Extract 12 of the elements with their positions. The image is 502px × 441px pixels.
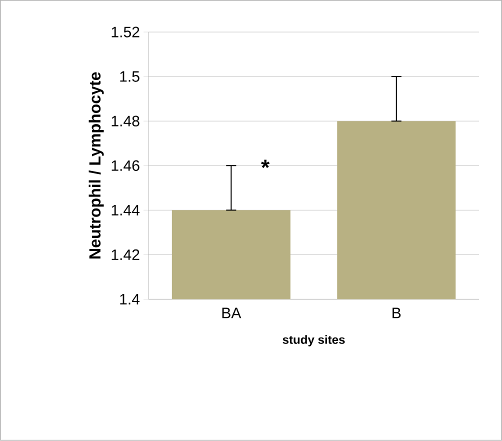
- annotation: *: [261, 160, 270, 168]
- y-tick-label: 1.42: [112, 250, 140, 260]
- y-tick-label: 1.44: [112, 205, 140, 216]
- y-axis-title: Neutrophil / Lymphocyte: [88, 72, 104, 259]
- y-tick-label: 1.5: [120, 71, 140, 82]
- y-tick-label: 1.46: [112, 160, 140, 172]
- x-tick-label: B: [392, 308, 401, 318]
- x-axis-title: study sites: [282, 335, 345, 346]
- x-tick-label: BA: [222, 308, 242, 318]
- y-tick-label: 1.48: [112, 116, 140, 127]
- y-tick-label: 1.4: [120, 294, 140, 305]
- y-tick-label: 1.52: [112, 26, 140, 38]
